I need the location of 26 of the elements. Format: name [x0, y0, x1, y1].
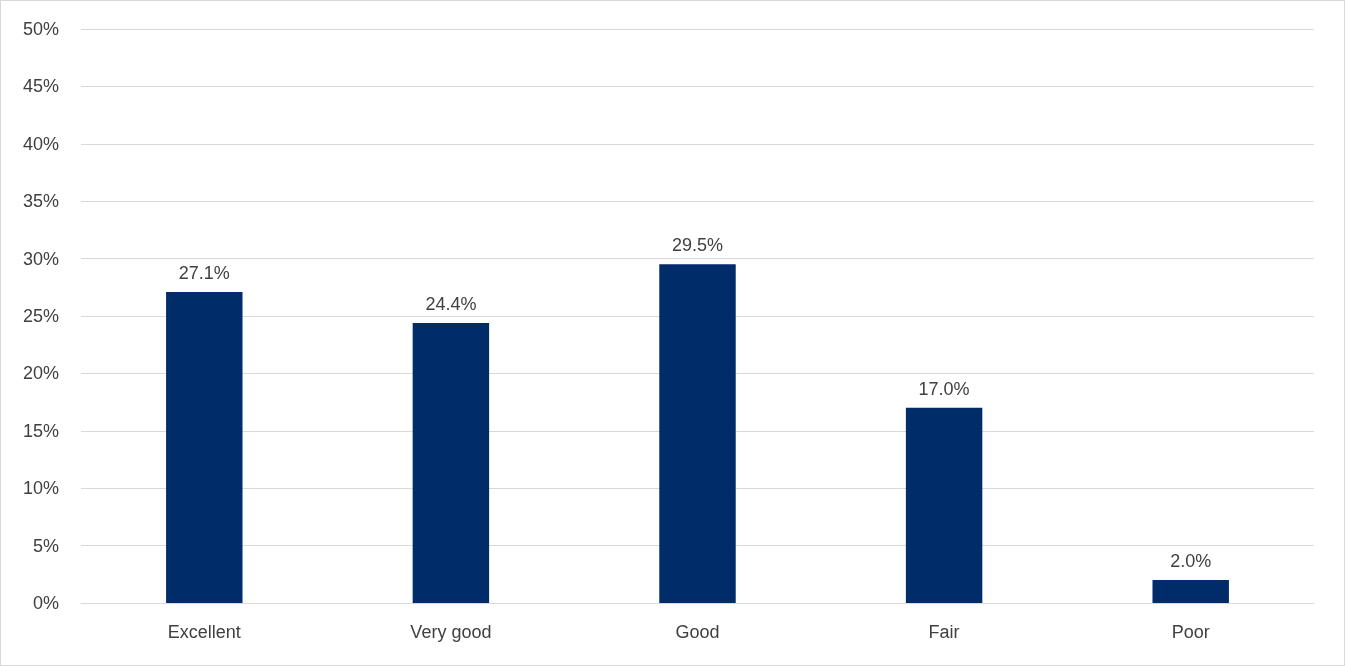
x-tick-label: Fair	[928, 622, 960, 642]
data-label: 24.4%	[425, 293, 477, 314]
bar	[166, 291, 243, 603]
y-tick-label: 45%	[22, 76, 59, 97]
data-label: 29.5%	[671, 235, 724, 256]
y-tick-label: 10%	[22, 478, 59, 499]
y-tick-label: 25%	[22, 306, 59, 326]
y-tick-label: 50%	[22, 19, 59, 39]
x-tick-label: Excellent	[167, 622, 241, 642]
x-tick-label: Poor	[1171, 622, 1210, 642]
bar	[1152, 580, 1229, 603]
bar	[905, 407, 983, 603]
y-tick-label: 30%	[22, 248, 59, 269]
x-tick-label: Very good	[410, 622, 492, 642]
y-tick-label: 20%	[22, 363, 59, 384]
y-tick-label: 5%	[32, 535, 59, 556]
x-tick-label: Good	[675, 622, 720, 642]
data-label: 2.0%	[1170, 551, 1212, 572]
bar	[412, 322, 490, 603]
y-tick-label: 0%	[32, 593, 59, 613]
y-tick-label: 15%	[22, 420, 59, 441]
y-tick-label: 35%	[22, 191, 59, 212]
y-tick-label: 40%	[22, 133, 59, 154]
bar	[659, 264, 736, 603]
data-label: 17.0%	[918, 378, 970, 399]
data-label: 27.1%	[178, 262, 230, 283]
